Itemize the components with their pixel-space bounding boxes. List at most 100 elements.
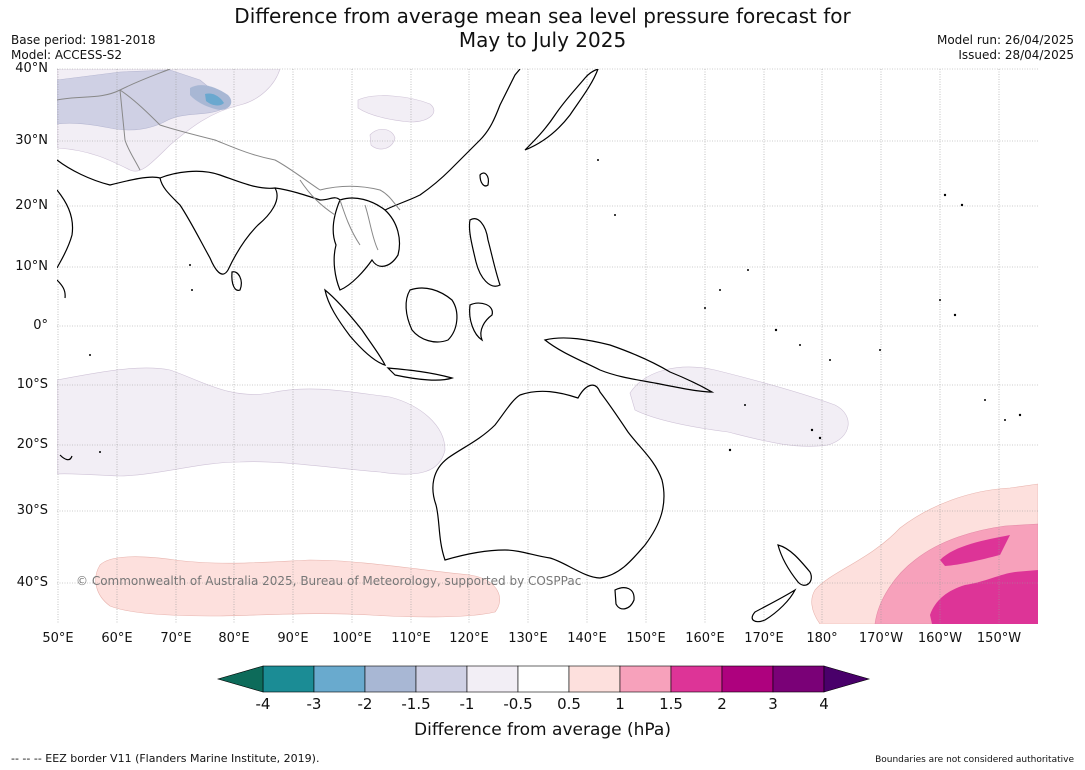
- colorbar-title: Difference from average (hPa): [414, 720, 671, 740]
- anomaly-pos-southwest: [95, 556, 500, 618]
- new-zealand-north-outline: [777, 544, 812, 586]
- land-outlines: [57, 69, 812, 623]
- africa-outline: [57, 279, 73, 461]
- island-marker: [728, 448, 732, 452]
- lon-label: 130°E: [508, 631, 548, 646]
- sri-lanka-outline: [231, 271, 242, 291]
- issued-date: Issued: 28/04/2025: [958, 48, 1074, 62]
- island-marker: [810, 428, 814, 432]
- island-marker: [939, 299, 941, 301]
- lat-label: 30°S: [16, 503, 48, 518]
- colorbar-tick: -2: [357, 695, 373, 713]
- base-period: Base period: 1981-2018: [11, 33, 156, 47]
- lat-label: 20°S: [16, 437, 48, 452]
- anomaly-pos-southeast-strong-2: [940, 535, 1010, 566]
- lon-label: 170°W: [858, 631, 904, 646]
- map-frame-bg: [57, 69, 1038, 624]
- australia-outline: [432, 384, 665, 579]
- island-marker: [719, 289, 721, 291]
- asia-coast-outline: [57, 69, 521, 211]
- anomaly-neg-indian-ocean: [57, 367, 446, 477]
- lon-label: 150°E: [626, 631, 666, 646]
- lon-label: 160°E: [685, 631, 725, 646]
- island-marker: [953, 313, 957, 317]
- island-marker: [189, 264, 191, 266]
- anomaly-pos-southeast-strong: [930, 570, 1038, 624]
- lon-label: 80°E: [218, 631, 250, 646]
- border-south-asia: [119, 89, 321, 191]
- island-marker: [818, 436, 822, 440]
- island-marker: [597, 159, 599, 161]
- lon-label: 140°E: [567, 631, 607, 646]
- colorbar-tick: 2: [717, 695, 727, 713]
- country-borders: [57, 69, 401, 251]
- colorbar-tick: 1: [615, 695, 625, 713]
- model-run-date: Model run: 26/04/2025: [936, 33, 1074, 47]
- lon-label: 110°E: [391, 631, 431, 646]
- borneo-outline: [405, 287, 458, 343]
- island-marker: [984, 399, 986, 401]
- lon-label: 50°E: [42, 631, 74, 646]
- model-name: Model: ACCESS-S2: [11, 48, 123, 62]
- lon-label: 90°E: [277, 631, 309, 646]
- island-marker: [89, 354, 91, 356]
- anomaly-layer: [57, 69, 1038, 624]
- new-guinea-outline: [543, 337, 715, 393]
- island-marker: [1018, 413, 1022, 417]
- lat-label: 10°N: [15, 259, 48, 274]
- lon-label: 170°E: [744, 631, 784, 646]
- new-zealand-south-outline: [751, 588, 797, 623]
- tasmania-outline: [614, 587, 635, 610]
- colorbar-tick: 4: [819, 695, 829, 713]
- lon-label: 120°E: [449, 631, 489, 646]
- island-marker: [879, 349, 881, 351]
- colorbar-tick: -0.5: [503, 695, 533, 713]
- island-marker: [99, 451, 101, 453]
- island-marker: [774, 328, 778, 332]
- island-marker: [829, 359, 831, 361]
- anomaly-neg-pocket: [369, 129, 396, 150]
- island-marker: [1004, 419, 1006, 421]
- island-marker: [747, 269, 749, 271]
- colorbar-tick: 3: [768, 695, 778, 713]
- island-marker: [744, 404, 746, 406]
- india-outline: [159, 170, 278, 275]
- lat-label: 30°N: [15, 133, 48, 148]
- island-marker: [704, 307, 706, 309]
- anomaly-neg-china: [357, 95, 435, 123]
- colorbar-tick: 1.5: [659, 695, 683, 713]
- border-china: [319, 185, 401, 211]
- sulawesi-outline: [469, 302, 493, 342]
- eez-legend: -- -- -- EEZ border V11 (Flanders Marine…: [11, 752, 320, 765]
- lon-label: 60°E: [101, 631, 133, 646]
- boundary-disclaimer: Boundaries are not considered authoritat…: [875, 755, 1074, 765]
- colorbar-tick: -4: [255, 695, 271, 713]
- lat-label: 20°N: [15, 198, 48, 213]
- philippines-outline: [468, 218, 501, 287]
- anomaly-neg-coral-sea: [629, 366, 849, 447]
- lon-label: 160°W: [917, 631, 963, 646]
- japan-outline: [524, 69, 599, 151]
- java-outline: [386, 367, 455, 381]
- lon-label: 100°E: [332, 631, 372, 646]
- run-info: Model run: 26/04/2025 Issued: 28/04/2025: [937, 33, 1074, 63]
- copyright-notice: © Commonwealth of Australia 2025, Bureau…: [76, 574, 582, 588]
- island-marker: [614, 214, 616, 216]
- taiwan-outline: [479, 172, 489, 187]
- colorbar-tick: -1: [459, 695, 475, 713]
- border-central-asia: [57, 69, 171, 171]
- pacific-islands: [89, 159, 1022, 453]
- island-marker: [960, 203, 964, 207]
- colorbar-tick: 0.5: [557, 695, 581, 713]
- lon-label: 70°E: [160, 631, 192, 646]
- lat-label: 40°N: [15, 61, 48, 76]
- island-marker: [943, 193, 947, 197]
- anomaly-neg-himalaya-core: [205, 93, 224, 106]
- lat-label: 10°S: [16, 377, 48, 392]
- colorbar-tick: -1.5: [401, 695, 431, 713]
- island-marker: [799, 344, 801, 346]
- title-line-1: Difference from average mean sea level p…: [234, 4, 851, 28]
- lon-label: 180°: [806, 631, 838, 646]
- lat-label: 40°S: [16, 575, 48, 590]
